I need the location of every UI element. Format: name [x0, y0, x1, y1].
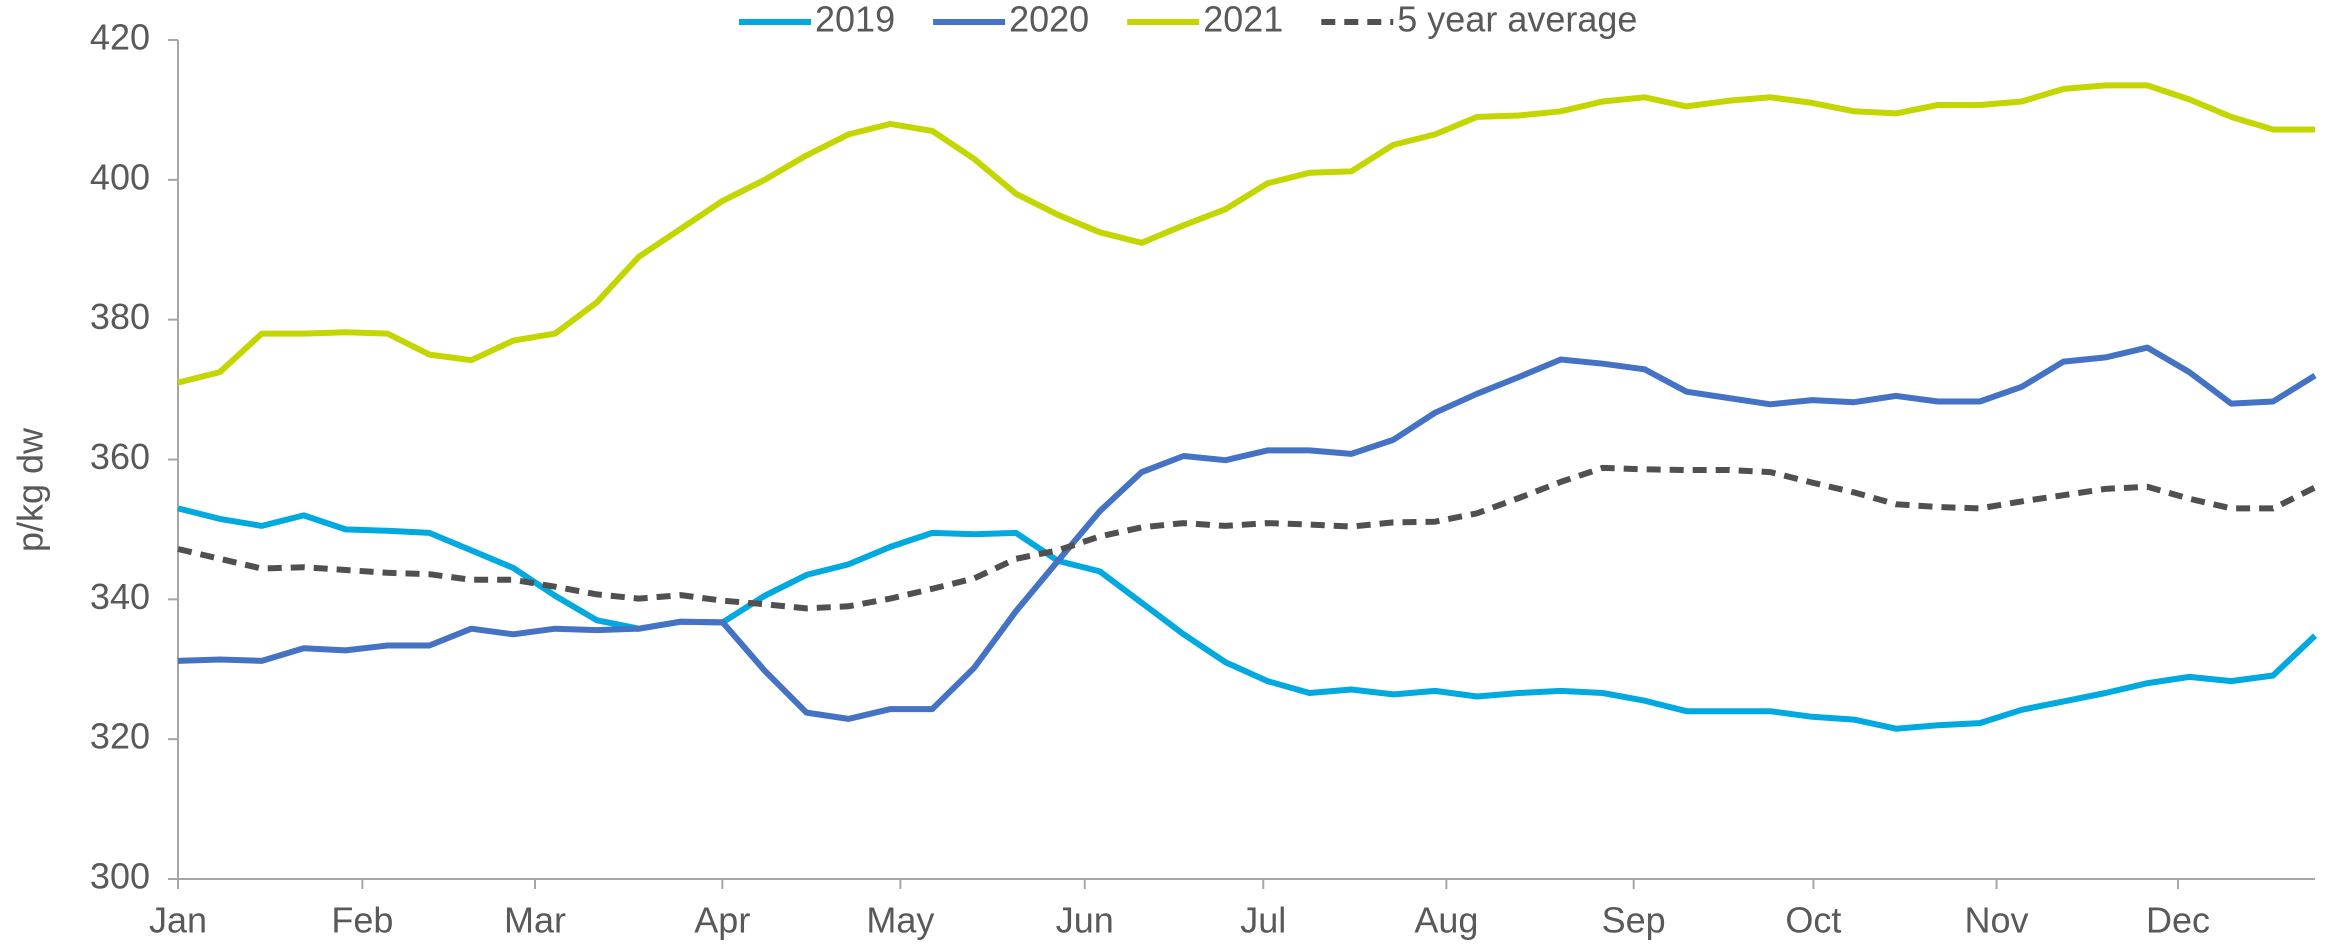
- series-line: [177, 344, 2317, 722]
- x-tick-label: Nov: [1965, 900, 2029, 941]
- x-tick-label: Sep: [1602, 900, 1666, 941]
- x-tick-label: Oct: [1785, 900, 1841, 941]
- legend-label: 2020: [1009, 0, 1089, 40]
- y-tick-label: 300: [90, 856, 150, 897]
- x-tick-label: Jul: [1240, 900, 1286, 941]
- x-tick-label: Feb: [331, 900, 393, 941]
- legend-label: 2021: [1203, 0, 1283, 40]
- legend-label: 2019: [815, 0, 895, 40]
- y-tick-label: 380: [90, 296, 150, 337]
- y-axis-label: p/kg dw: [10, 427, 51, 552]
- x-tick-label: Aug: [1414, 900, 1478, 941]
- x-tick-label: Jan: [149, 900, 207, 941]
- y-tick-label: 320: [90, 716, 150, 757]
- y-tick-label: 400: [90, 156, 150, 197]
- x-tick-label: Jun: [1056, 900, 1114, 941]
- series-line: [177, 505, 2318, 732]
- x-tick-label: May: [866, 900, 934, 941]
- series-line: [177, 82, 2315, 386]
- x-tick-label: Apr: [694, 900, 750, 941]
- x-tick-label: Dec: [2146, 900, 2210, 941]
- y-tick-label: 360: [90, 436, 150, 477]
- y-tick-label: 340: [90, 576, 150, 617]
- legend-label: 5 year average: [1397, 0, 1637, 40]
- y-tick-label: 420: [90, 17, 150, 58]
- x-tick-label: Mar: [504, 900, 566, 941]
- series-line: [177, 464, 2317, 612]
